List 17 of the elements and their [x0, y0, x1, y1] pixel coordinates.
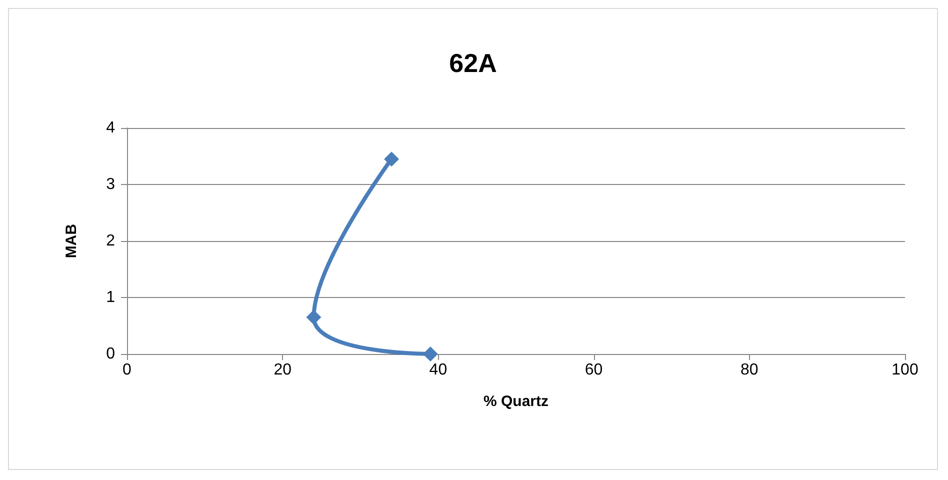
- x-axis-title: % Quartz: [483, 393, 549, 410]
- y-tick-label: 1: [106, 289, 116, 306]
- x-tick-label: 60: [584, 362, 603, 378]
- y-tick-label: 4: [106, 120, 116, 136]
- x-tick-label: 40: [429, 362, 448, 378]
- y-tick-label: 3: [106, 176, 116, 193]
- x-tick-label: 0: [122, 362, 132, 378]
- y-tick-label: 2: [106, 232, 116, 250]
- point: [306, 310, 322, 325]
- y-axis-title: MAB: [63, 224, 80, 258]
- chart-title: 62A: [449, 48, 498, 78]
- x-tick-label: 80: [740, 362, 758, 378]
- point: [384, 152, 400, 167]
- point: [422, 346, 438, 362]
- y-tick-label: 0: [106, 346, 116, 362]
- x-tick-label: 100: [892, 362, 918, 378]
- x-tick-label: 20: [274, 362, 292, 378]
